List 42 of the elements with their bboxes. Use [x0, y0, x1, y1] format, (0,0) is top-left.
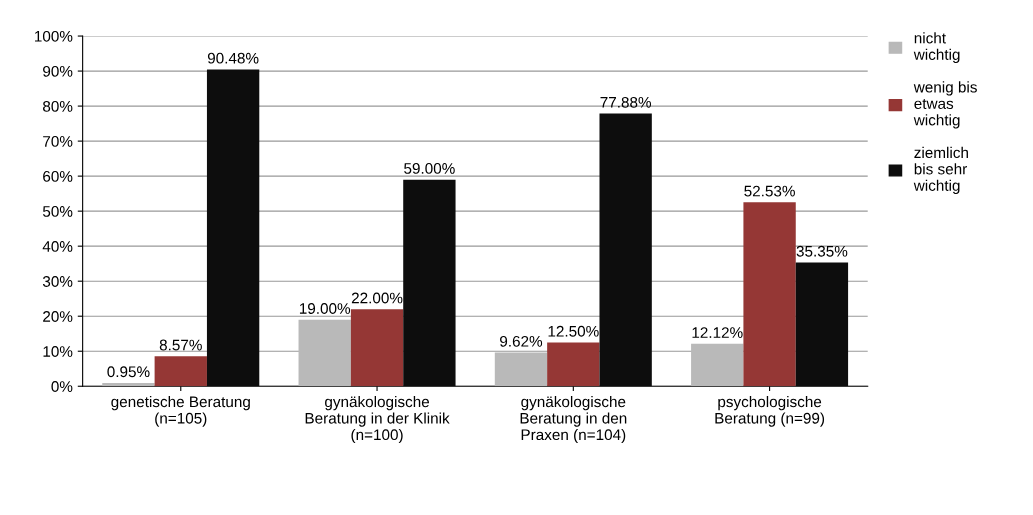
x-tick-label: psychologische Beratung (n=99): [715, 395, 825, 427]
bar: [102, 382, 155, 387]
data-label: 77.88%: [600, 96, 652, 108]
data-label: 35.35%: [796, 245, 848, 257]
bar: [403, 179, 456, 387]
y-tick-label: 90%: [43, 65, 73, 77]
bar: [691, 343, 744, 387]
y-tick-label: 40%: [42, 241, 73, 252]
y-tick-label: 20%: [43, 311, 73, 322]
data-label: 19.00%: [299, 303, 351, 314]
data-label: 22.00%: [351, 292, 403, 304]
y-tick-label: 70%: [43, 135, 73, 147]
y-tick-label: 30%: [42, 276, 73, 287]
bar: [494, 352, 548, 387]
bar: [298, 319, 351, 387]
data-label: 59.00%: [404, 163, 455, 174]
x-tick-label: gynäkologische Beratung in den Praxen (n=104): [520, 395, 627, 444]
bar: [547, 342, 600, 387]
data-label: 9.62%: [500, 335, 543, 347]
bar: [154, 356, 207, 387]
x-tick-label: gynäkologische Beratung in der Klinik (n=100): [305, 395, 450, 444]
data-label: 0.95%: [107, 366, 150, 378]
y-tick-label: 0%: [51, 381, 73, 392]
data-label: 12.12%: [692, 327, 743, 338]
y-tick-label: 60%: [43, 171, 73, 182]
y-tick-label: 50%: [42, 206, 73, 217]
y-tick-label: 10%: [43, 346, 73, 357]
bar: [599, 113, 652, 387]
bar: [795, 262, 849, 387]
legend-label: ziemlich bis sehr wichtig: [913, 146, 968, 194]
data-label: 52.53%: [744, 185, 795, 197]
data-label: 90.48%: [207, 52, 259, 64]
bar: [206, 69, 260, 387]
x-tick-label: genetische Beratung (n=105): [111, 395, 250, 427]
data-label: 12.50%: [548, 325, 599, 337]
y-tick-label: 80%: [43, 100, 73, 112]
y-tick-label: 100%: [35, 30, 73, 42]
legend-label: nicht wichtig: [913, 32, 960, 63]
legend-label: wenig bis etwas wichtig: [913, 81, 977, 129]
bar: [350, 309, 404, 387]
data-label: 8.57%: [159, 339, 202, 351]
bar: [743, 202, 796, 387]
